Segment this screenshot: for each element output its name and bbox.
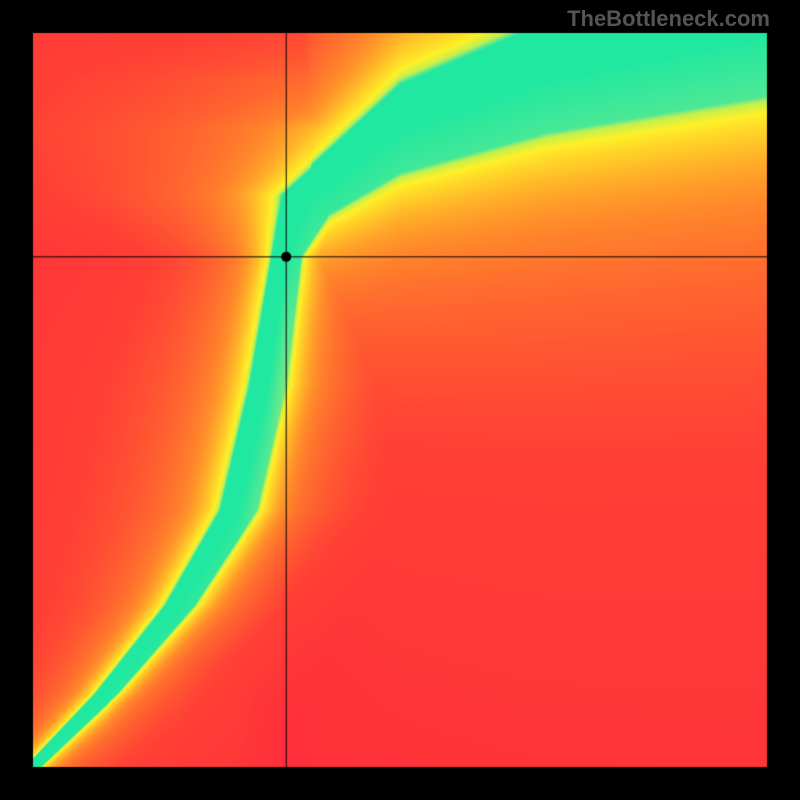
watermark-text: TheBottleneck.com [567, 6, 770, 32]
bottleneck-heatmap-chart [0, 0, 800, 800]
